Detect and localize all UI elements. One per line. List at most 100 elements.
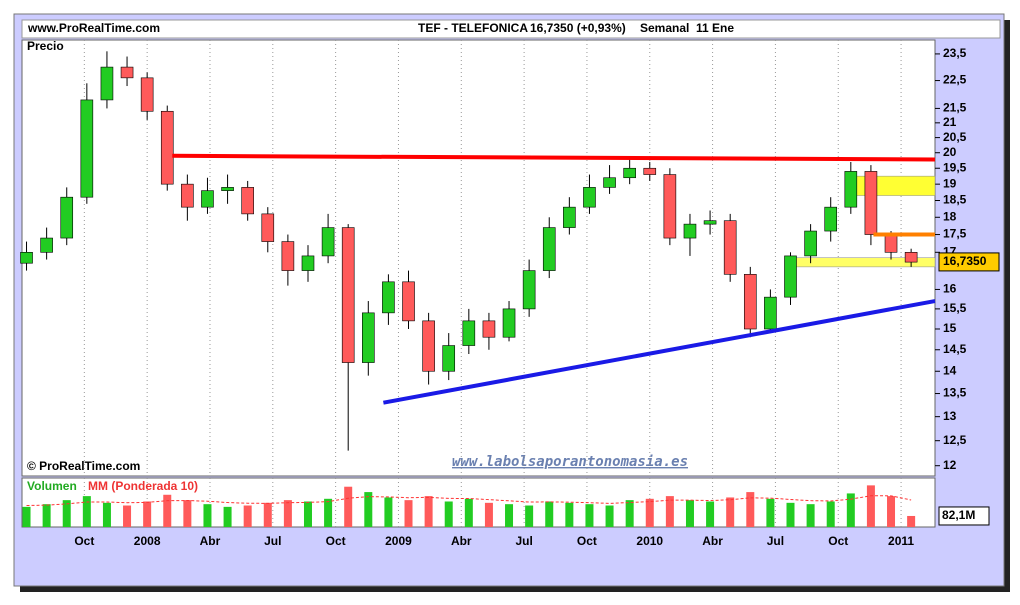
volume-bar — [645, 498, 654, 527]
candle-body — [623, 167, 636, 179]
volume-bar — [223, 506, 232, 527]
x-tick-label: Oct — [577, 534, 597, 548]
volume-bar — [243, 505, 252, 527]
candle-body — [743, 274, 757, 330]
volume-bar — [143, 501, 152, 527]
volume-bar — [283, 500, 292, 527]
y-label: Precio — [27, 39, 64, 53]
copyright: © ProRealTime.com — [27, 459, 140, 473]
candle-body — [904, 251, 918, 263]
candle-body — [422, 320, 435, 372]
volume-bar — [203, 504, 212, 527]
candle-body — [542, 227, 556, 271]
candle-body — [321, 227, 335, 257]
volume-bar — [384, 497, 393, 527]
volume-bar — [726, 497, 735, 527]
x-tick-label: 2010 — [636, 534, 663, 548]
candle-body — [140, 77, 154, 112]
last-volume-label: 82,1M — [942, 508, 975, 522]
trend-line — [383, 299, 936, 405]
volume-bar — [183, 500, 192, 527]
volume-bar — [565, 502, 574, 527]
volume-bar — [82, 496, 91, 527]
y-tick-label: 15,5 — [943, 301, 967, 315]
volume-bar — [42, 504, 51, 527]
candle-body — [241, 187, 254, 215]
volume-bar — [344, 486, 353, 527]
volume-ma — [26, 495, 912, 507]
candle-body — [784, 255, 797, 298]
volume-bar — [102, 502, 111, 527]
candle-body — [120, 66, 134, 79]
volume-bar — [887, 496, 896, 527]
candle-body — [442, 345, 456, 372]
candle-body — [201, 190, 214, 208]
volume-bar — [464, 498, 473, 527]
volume-bar — [163, 494, 172, 527]
y-tick-label: 15 — [943, 321, 957, 335]
y-tick-label: 13,5 — [943, 386, 967, 400]
site: www.ProRealTime.com — [27, 21, 160, 35]
candle-body — [703, 220, 717, 225]
candle-body — [221, 187, 234, 191]
last-price-box — [938, 252, 1000, 272]
volume-bar — [444, 501, 453, 527]
y-tick-label: 20,5 — [943, 130, 967, 144]
volume-bar — [364, 492, 373, 527]
y-tick-label: 13 — [943, 409, 957, 423]
candle-body — [522, 270, 536, 310]
candle-body — [563, 206, 576, 228]
volume-bar — [746, 492, 755, 527]
candle-body — [502, 308, 516, 338]
candle-body — [643, 167, 657, 175]
candle-body — [462, 320, 476, 346]
volume-bar — [303, 501, 312, 527]
legend-ma: MM (Ponderada 10) — [88, 479, 198, 493]
candle-body — [60, 196, 74, 239]
volume-bar — [424, 496, 433, 527]
volume-bar — [22, 506, 31, 527]
candle-body — [583, 187, 596, 208]
volume-bar — [525, 505, 534, 527]
candle-body — [804, 230, 817, 257]
candle-body — [884, 234, 898, 253]
candle-body — [100, 66, 114, 101]
quote: 16,7350 (+0,93%) — [530, 21, 626, 35]
trend-line — [172, 153, 936, 162]
candle-body — [40, 237, 53, 253]
y-tick-label: 18 — [943, 209, 957, 223]
chart-title: TEF - TELEFONICA — [418, 21, 528, 35]
candle-body — [402, 281, 415, 322]
volume-bar — [846, 493, 855, 527]
volume-bar — [706, 501, 715, 527]
candle-body — [603, 177, 616, 188]
y-tick-label: 12 — [943, 458, 957, 472]
volume-bar — [404, 500, 413, 527]
y-tick-label: 19 — [943, 176, 957, 190]
candle-body — [723, 220, 737, 275]
candle-body — [864, 171, 878, 235]
candle-body — [683, 223, 697, 239]
volume-pane — [21, 477, 936, 528]
price-pane — [21, 39, 936, 477]
candle-body — [362, 312, 375, 363]
volume-bar — [505, 504, 514, 527]
y-tick-label: 20 — [943, 145, 957, 159]
x-tick-label: 2009 — [385, 534, 412, 548]
y-tick-label: 21 — [943, 115, 957, 129]
y-tick-label: 16 — [943, 282, 957, 296]
volume-bar — [806, 504, 815, 527]
x-tick-label: 2011 — [888, 534, 914, 548]
last-price-label: 16,7350 — [943, 254, 987, 268]
y-tick-label: 18,5 — [943, 193, 967, 207]
x-tick-label: 2008 — [134, 534, 161, 548]
volume-bar — [545, 501, 554, 527]
volume-bar — [484, 502, 493, 527]
volume-bar — [786, 502, 795, 527]
volume-bar — [826, 501, 835, 527]
candle-body — [301, 255, 315, 271]
candle-body — [844, 171, 858, 208]
volume-bar — [625, 500, 634, 527]
y-tick-label: 17,5 — [943, 227, 967, 241]
